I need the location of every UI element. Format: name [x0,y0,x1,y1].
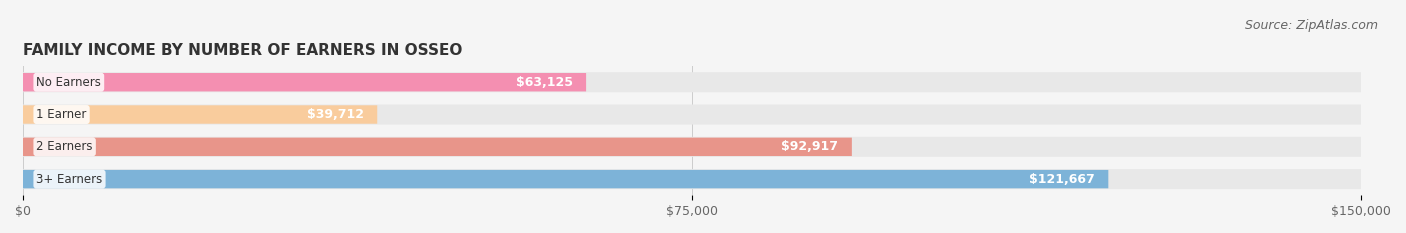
FancyBboxPatch shape [22,72,1361,92]
FancyBboxPatch shape [22,169,1361,189]
Text: 2 Earners: 2 Earners [37,140,93,153]
FancyBboxPatch shape [22,138,852,156]
FancyBboxPatch shape [22,105,1361,124]
Text: $121,667: $121,667 [1029,173,1095,186]
FancyBboxPatch shape [22,137,1361,157]
Text: $92,917: $92,917 [782,140,838,153]
Text: $63,125: $63,125 [516,76,572,89]
Text: FAMILY INCOME BY NUMBER OF EARNERS IN OSSEO: FAMILY INCOME BY NUMBER OF EARNERS IN OS… [22,43,463,58]
Text: $39,712: $39,712 [307,108,364,121]
FancyBboxPatch shape [22,170,1108,188]
Text: 1 Earner: 1 Earner [37,108,87,121]
Text: Source: ZipAtlas.com: Source: ZipAtlas.com [1244,19,1378,32]
Text: 3+ Earners: 3+ Earners [37,173,103,186]
FancyBboxPatch shape [22,73,586,91]
FancyBboxPatch shape [22,105,377,124]
Text: No Earners: No Earners [37,76,101,89]
